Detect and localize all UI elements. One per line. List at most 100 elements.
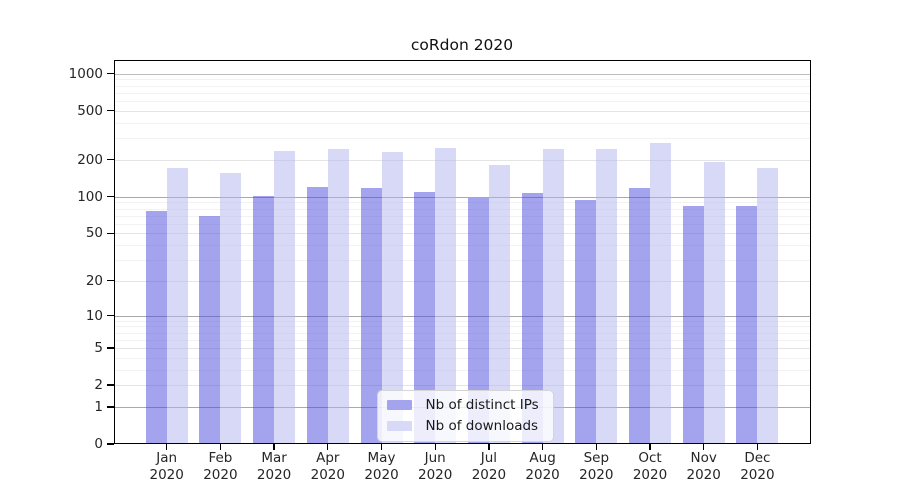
y-tick-label: 100	[77, 188, 103, 205]
major-gridline	[113, 110, 811, 112]
bar-downloads-nov	[703, 162, 725, 444]
y-tick-mark	[107, 280, 114, 282]
x-tick-month: Jun	[424, 450, 446, 466]
x-tick-mark	[219, 444, 222, 450]
bar-distinct-ips-jun	[414, 191, 436, 444]
x-tick-month: Nov	[690, 450, 717, 466]
y-tick-mark	[107, 314, 114, 317]
minor-gridline	[113, 332, 811, 334]
x-tick-mark	[434, 444, 436, 450]
x-tick-year: 2020	[579, 466, 614, 483]
x-tick-month: Feb	[208, 450, 233, 466]
major-gridline	[113, 280, 811, 282]
minor-gridline	[113, 357, 811, 359]
x-tick-year: 2020	[203, 466, 238, 483]
x-tick-label-sep: Sep 2020	[566, 450, 626, 483]
x-tick-label-feb: Feb 2020	[190, 450, 250, 483]
x-tick-mark	[166, 444, 168, 450]
x-tick-year: 2020	[310, 466, 345, 483]
minor-gridline	[113, 326, 811, 328]
y-tick-mark	[107, 196, 114, 198]
legend-label-downloads: Nb of downloads	[425, 418, 539, 434]
minor-gridline	[113, 223, 811, 225]
gridlines-layer	[113, 60, 811, 445]
bars-layer	[114, 60, 812, 444]
x-tick-month: Apr	[316, 450, 340, 466]
y-tick-mark	[107, 347, 114, 349]
x-tick-month: Aug	[529, 450, 556, 466]
legend-label-distinct-ips: Nb of distinct IPs	[425, 397, 539, 413]
y-tick-label: 500	[77, 102, 103, 119]
major-gridline	[113, 233, 811, 235]
bar-distinct-ips-jan	[145, 210, 167, 444]
y-tick-label: 1000	[68, 65, 103, 82]
x-tick-mark	[273, 444, 275, 450]
x-tick-month: Jan	[156, 450, 178, 466]
bar-distinct-ips-aug	[521, 193, 543, 444]
minor-gridline	[113, 138, 811, 140]
x-tick-year: 2020	[149, 466, 184, 483]
x-tick-year: 2020	[418, 466, 453, 483]
x-tick-month: Mar	[261, 450, 287, 466]
x-tick-year: 2020	[686, 466, 721, 483]
minor-gridline	[113, 339, 811, 341]
minor-gridline	[113, 260, 811, 261]
minor-gridline	[113, 215, 811, 217]
bar-downloads-sep	[596, 149, 618, 444]
y-tick-mark	[107, 406, 114, 408]
minor-gridline	[113, 85, 811, 87]
bar-downloads-dec	[757, 167, 779, 444]
bar-distinct-ips-mar	[253, 196, 275, 444]
x-tick-label-may: May 2020	[352, 450, 412, 483]
x-tick-month: Dec	[744, 450, 771, 466]
y-tick-mark	[107, 73, 114, 75]
plot-area: Nb of distinct IPs Nb of downloads	[113, 59, 812, 445]
bar-downloads-aug	[542, 149, 564, 444]
x-tick-mark	[541, 444, 544, 450]
x-tick-month: Jul	[480, 450, 498, 466]
bar-downloads-jan	[166, 168, 188, 444]
y-tick-label: 10	[85, 307, 103, 324]
y-tick-label: 20	[85, 272, 103, 289]
x-tick-mark	[649, 444, 651, 450]
bar-downloads-may	[381, 151, 403, 444]
major-gridline	[113, 348, 811, 349]
legend-item-distinct-ips: Nb of distinct IPs	[386, 397, 539, 414]
bar-distinct-ips-nov	[682, 205, 704, 444]
x-tick-year: 2020	[364, 466, 399, 483]
y-tick-mark	[107, 384, 114, 386]
y-tick-mark	[107, 443, 114, 445]
x-tick-label-dec: Dec 2020	[727, 450, 787, 483]
x-tick-month: May	[367, 450, 396, 466]
y-tick-mark	[107, 110, 114, 112]
bar-downloads-feb	[220, 173, 242, 444]
x-tick-label-aug: Aug 2020	[513, 450, 573, 483]
x-tick-label-mar: Mar 2020	[244, 450, 304, 483]
minor-gridline	[113, 79, 811, 81]
x-tick-mark	[595, 444, 597, 450]
x-tick-label-jul: Jul 2020	[459, 450, 519, 483]
bar-downloads-jun	[435, 148, 457, 444]
x-tick-label-oct: Oct 2020	[620, 450, 680, 483]
x-tick-label-apr: Apr 2020	[298, 450, 358, 483]
x-tick-mark	[703, 444, 705, 450]
x-tick-year: 2020	[256, 466, 292, 483]
x-tick-mark	[327, 444, 329, 450]
bar-downloads-oct	[650, 143, 671, 444]
major-gridline	[113, 73, 811, 75]
major-gridline	[113, 196, 811, 198]
bar-distinct-ips-may	[360, 187, 382, 444]
minor-gridline	[113, 101, 811, 103]
major-gridline	[113, 315, 811, 317]
y-tick-mark	[107, 232, 114, 234]
y-tick-mark	[107, 159, 114, 161]
minor-gridline	[113, 122, 811, 124]
x-tick-mark	[756, 444, 759, 450]
x-tick-year: 2020	[525, 466, 560, 483]
bar-distinct-ips-apr	[306, 187, 328, 444]
bar-distinct-ips-sep	[575, 199, 597, 444]
x-tick-year: 2020	[632, 466, 668, 483]
